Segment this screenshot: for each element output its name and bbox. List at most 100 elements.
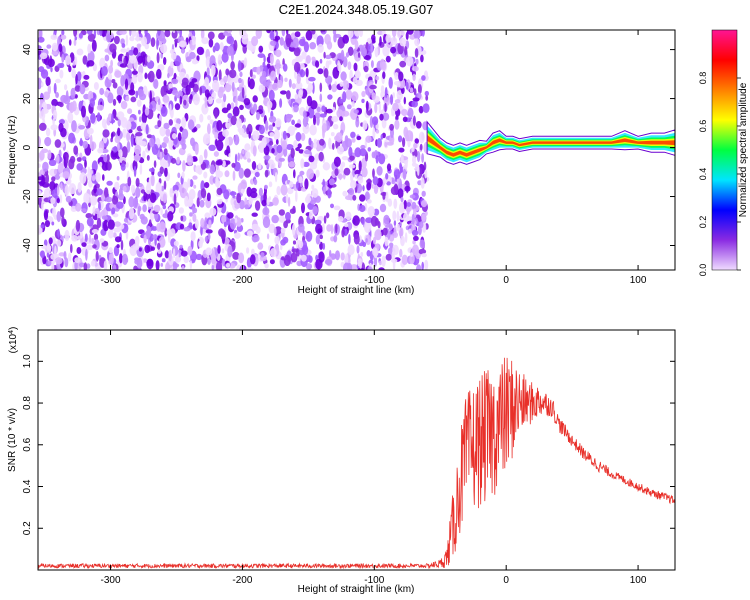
noise-blob (146, 55, 151, 63)
noise-blob (373, 255, 378, 267)
noise-blob (212, 79, 219, 92)
noise-blob (384, 141, 388, 148)
noise-blob (75, 74, 78, 85)
noise-blob (57, 162, 64, 174)
noise-blob (247, 158, 251, 163)
noise-blob (237, 60, 242, 72)
noise-blob (238, 83, 242, 93)
noise-blob (233, 161, 241, 172)
noise-blob (192, 175, 198, 180)
noise-blob (358, 160, 362, 172)
noise-blob (337, 216, 344, 222)
noise-blob (209, 175, 215, 185)
noise-blob (42, 161, 49, 172)
noise-blob (56, 198, 60, 204)
noise-blob (225, 160, 231, 165)
noise-blob (326, 224, 332, 232)
noise-blob (302, 161, 310, 167)
noise-blob (367, 266, 372, 270)
noise-blob (129, 121, 137, 130)
noise-blob (223, 31, 229, 36)
noise-blob (356, 245, 360, 254)
noise-blob (304, 150, 312, 155)
noise-blob (271, 214, 280, 224)
noise-blob (370, 60, 374, 69)
noise-blob (348, 146, 353, 158)
noise-blob (193, 184, 197, 189)
noise-blob (43, 239, 48, 246)
noise-blob (251, 74, 256, 79)
noise-blob (153, 160, 157, 168)
noise-blob (305, 55, 311, 64)
noise-blob (122, 128, 127, 139)
noise-blob (155, 182, 162, 194)
noise-blob (393, 220, 397, 227)
noise-blob (223, 93, 227, 103)
noise-blob (246, 247, 250, 254)
noise-blob (135, 186, 141, 198)
noise-blob (341, 161, 346, 168)
noise-blob (226, 212, 234, 219)
noise-blob (361, 90, 366, 98)
noise-blob (245, 151, 251, 160)
noise-blob (173, 193, 177, 206)
spectrogram-ridge (426, 120, 675, 165)
noise-blob (212, 46, 216, 53)
noise-blob (394, 119, 400, 130)
noise-blob (385, 173, 389, 180)
noise-blob (223, 221, 227, 228)
noise-blob (424, 259, 429, 270)
noise-blob (406, 30, 414, 35)
noise-blob (181, 171, 185, 179)
noise-blob (59, 194, 63, 204)
noise-blob (199, 86, 203, 96)
noise-blob (317, 68, 324, 75)
noise-blob (424, 90, 429, 97)
noise-blob (165, 128, 171, 137)
noise-blob (81, 242, 87, 248)
noise-blob (74, 36, 78, 41)
noise-blob (43, 210, 49, 221)
noise-blob (128, 89, 136, 96)
noise-blob (160, 207, 163, 216)
noise-blob (392, 210, 397, 221)
noise-blob (53, 109, 58, 120)
noise-blob (144, 30, 148, 37)
noise-blob (350, 264, 358, 270)
noise-blob (203, 149, 208, 159)
noise-blob (269, 259, 275, 265)
noise-blob (39, 52, 48, 60)
noise-blob (288, 161, 296, 168)
noise-blob (399, 37, 407, 47)
noise-blob (68, 132, 76, 144)
noise-blob (378, 101, 381, 114)
noise-blob (347, 244, 355, 256)
noise-blob (342, 190, 348, 197)
noise-blob (291, 119, 295, 126)
noise-blob (347, 46, 354, 56)
noise-blob (279, 244, 283, 251)
noise-blob (44, 220, 51, 228)
noise-blob (359, 148, 367, 157)
colorbar-tick-label: 0.0 (698, 264, 708, 277)
noise-blob (65, 195, 72, 203)
noise-blob (143, 234, 147, 244)
noise-blob (372, 127, 376, 140)
noise-blob (420, 54, 424, 63)
noise-blob (199, 199, 205, 208)
noise-blob (189, 179, 194, 188)
noise-blob (275, 243, 279, 250)
noise-blob (319, 93, 323, 103)
noise-blob (311, 30, 316, 35)
noise-blob (58, 102, 64, 108)
noise-blob (222, 160, 226, 168)
noise-blob (386, 181, 391, 186)
noise-blob (216, 199, 223, 205)
noise-blob (319, 82, 323, 93)
noise-blob (407, 107, 414, 119)
noise-blob (378, 153, 386, 165)
noise-blob (120, 163, 126, 171)
noise-blob (61, 215, 65, 226)
noise-blob (226, 45, 234, 56)
noise-blob (116, 86, 124, 97)
